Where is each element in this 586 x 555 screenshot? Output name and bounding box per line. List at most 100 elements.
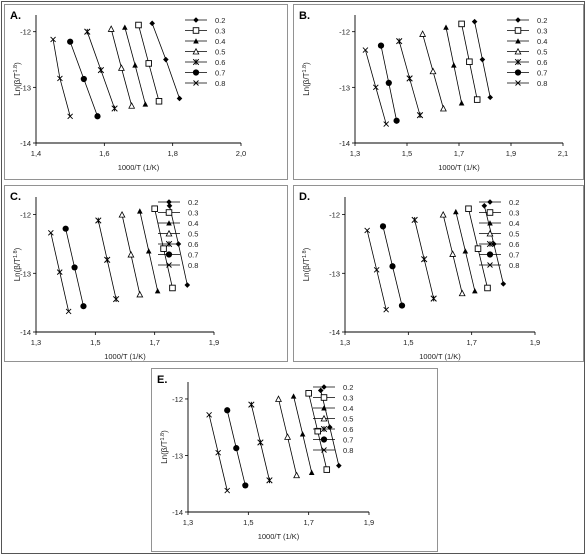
y-axis-label-text: ) — [302, 62, 311, 65]
data-point — [429, 67, 437, 75]
data-point — [308, 469, 315, 475]
legend-item: 0.6 — [313, 425, 353, 434]
y-axis-label-exponent: 1.8 — [302, 250, 308, 258]
data-point — [451, 62, 457, 68]
legend-item: 0.2 — [313, 383, 353, 392]
y-axis-label: Ln(β/T1.8) — [13, 62, 22, 96]
legend-item: 0.3 — [185, 27, 225, 36]
legend-marker — [321, 447, 327, 453]
data-point — [80, 75, 87, 83]
legend-label: 0.4 — [188, 219, 198, 228]
series-0.5 — [107, 25, 136, 109]
y-axis-label-exponent: 1.8 — [160, 433, 166, 441]
legend-marker — [192, 69, 200, 76]
series-0.8 — [48, 229, 72, 315]
data-point — [293, 471, 301, 479]
data-point — [458, 20, 465, 28]
legend-label: 0.6 — [537, 58, 547, 67]
legend-item: 0.6 — [507, 58, 547, 67]
series-0.6 — [248, 401, 273, 484]
data-point — [416, 112, 424, 119]
legend-item: 0.6 — [479, 240, 519, 249]
legend-item: 0.3 — [158, 209, 198, 218]
legend-marker — [193, 17, 199, 23]
data-point — [176, 95, 183, 102]
marker-stroke — [206, 411, 212, 418]
legend-label: 0.2 — [509, 198, 519, 207]
data-point — [111, 105, 118, 112]
chart-panel-e: E. 1,3 1,5 1,7 1,9 -12 -13 -14 1000/T (1/K) Ln(β/… — [151, 368, 438, 552]
legend-label: 0.2 — [537, 16, 547, 25]
y-axis-label: Ln(β/T1.8) — [13, 247, 22, 281]
series-0.4 — [453, 208, 478, 294]
data-point — [284, 433, 292, 440]
data-point — [48, 229, 54, 236]
data-point — [242, 482, 249, 489]
x-tick-label: 1,7 — [149, 338, 159, 347]
series-0.5 — [275, 395, 301, 479]
chart-panel-b: B. 1,3 1,5 1,7 1,9 2,1 -12 -13 -14 1000/T (1/K) Ln… — [293, 4, 584, 180]
legend-item: 0.4 — [479, 219, 519, 228]
data-point — [500, 281, 507, 287]
data-point — [466, 58, 473, 65]
y-tick-label: -14 — [339, 139, 350, 148]
data-point — [248, 401, 255, 408]
y-axis-label-text: Ln(β/T — [13, 72, 22, 95]
y-tick-label: -14 — [329, 328, 340, 337]
legend-item: 0.2 — [158, 198, 198, 207]
data-point — [163, 56, 169, 63]
y-axis-label: Ln(β/T1.8) — [302, 247, 311, 281]
data-point — [80, 303, 87, 310]
legend-label: 0.3 — [188, 209, 198, 218]
legend-item: 0.3 — [313, 394, 353, 403]
legend-label: 0.5 — [537, 48, 547, 57]
legend-marker — [193, 38, 199, 44]
legend-item: 0.8 — [158, 261, 198, 270]
x-tick-label: 2,0 — [236, 149, 246, 158]
data-point — [67, 113, 73, 120]
panel-label: C. — [10, 191, 21, 203]
legend-label: 0.3 — [509, 209, 519, 218]
legend-item: 0.7 — [479, 251, 519, 260]
data-point — [127, 250, 135, 258]
data-point — [95, 217, 102, 224]
data-point — [336, 462, 342, 469]
series-0.4 — [122, 24, 149, 107]
x-tick-label: 1,9 — [364, 518, 374, 527]
data-point — [155, 98, 163, 105]
data-point — [135, 21, 142, 29]
x-axis-label: 1000/T (1/K) — [419, 352, 461, 361]
data-point — [453, 208, 459, 215]
data-point — [443, 24, 449, 30]
y-axis-label-exponent: 1.8 — [13, 65, 19, 73]
marker-stroke — [166, 262, 172, 268]
legend-marker — [486, 240, 494, 248]
legend-item: 0.4 — [185, 37, 225, 46]
x-axis-label: 1000/T (1/K) — [118, 163, 160, 172]
legend-label: 0.8 — [343, 446, 353, 455]
data-point — [233, 445, 240, 452]
x-tick-label: 1,5 — [402, 149, 412, 158]
marker-stroke — [383, 306, 389, 313]
legend-label: 0.8 — [537, 79, 547, 88]
series-0.2 — [317, 387, 342, 469]
data-point — [389, 263, 396, 270]
legend-item: 0.6 — [185, 58, 225, 67]
series-0.7 — [67, 38, 101, 120]
data-point — [314, 427, 321, 435]
legend-item: 0.4 — [313, 404, 353, 413]
data-point — [481, 203, 488, 209]
data-point — [305, 390, 312, 397]
data-point — [145, 248, 152, 254]
data-point — [373, 266, 380, 273]
legend-marker — [320, 425, 328, 433]
x-tick-label: 1,3 — [183, 518, 193, 527]
marker-stroke — [67, 113, 73, 120]
data-point — [137, 208, 143, 214]
series-0.7 — [377, 42, 400, 124]
y-tick-label: -14 — [20, 328, 31, 337]
data-point — [184, 282, 191, 288]
legend-marker — [321, 405, 327, 411]
panel-label: A. — [10, 10, 21, 22]
series-0.5 — [419, 30, 447, 112]
